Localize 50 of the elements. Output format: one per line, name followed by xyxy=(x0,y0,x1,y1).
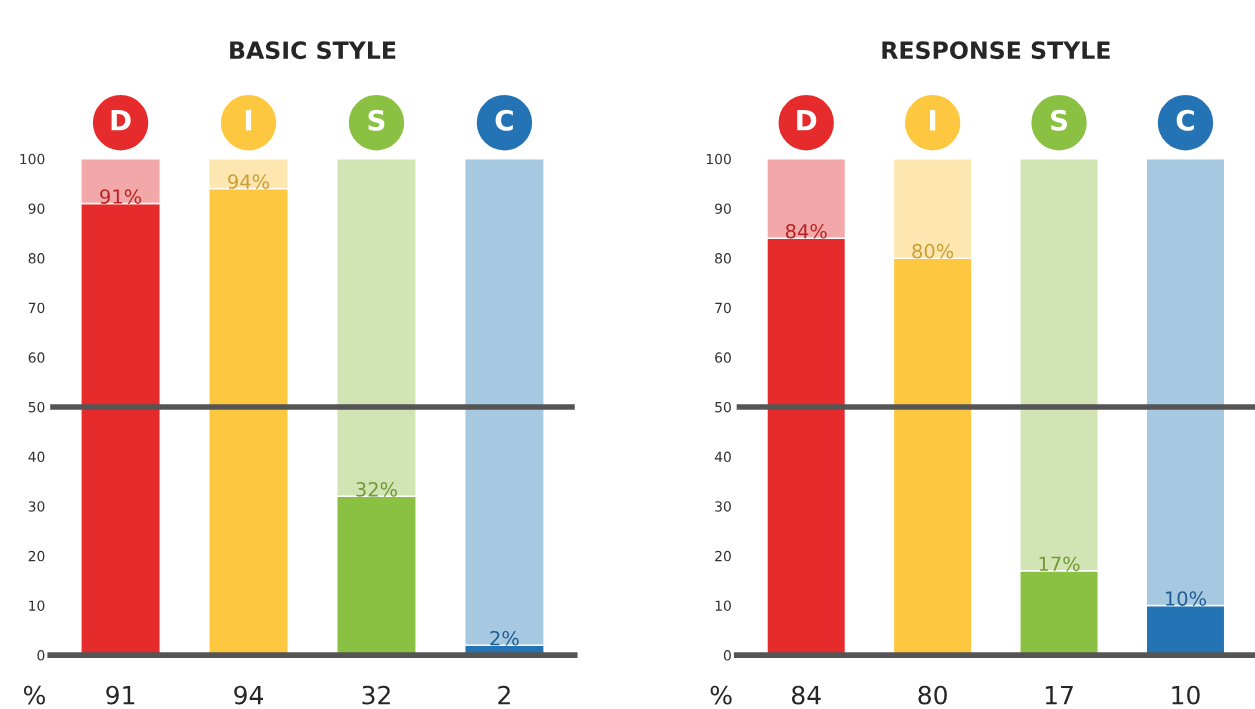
y-tick-label: 30 xyxy=(28,501,45,512)
y-tick-label: 90 xyxy=(28,203,45,214)
y-tick-label: 90 xyxy=(715,203,731,214)
y-tick-label: 20 xyxy=(28,550,45,562)
data-label: 32% xyxy=(356,481,398,497)
y-tick-label: 40 xyxy=(28,451,45,463)
y-tick-label: 80 xyxy=(28,253,45,264)
x-tick-label: S xyxy=(1051,109,1068,131)
text: 91 xyxy=(106,685,135,705)
y-tick-label: 20 xyxy=(715,550,731,562)
text: 32 xyxy=(362,685,390,705)
data-label: 2% xyxy=(490,630,519,646)
y-tick-label: 40 xyxy=(714,451,731,463)
data-label: 91% xyxy=(100,189,142,204)
chart-title: BASIC STYLE xyxy=(230,41,396,60)
y-tick-label: 0 xyxy=(723,650,731,661)
x-tick-label: C xyxy=(495,109,513,131)
x-tick-label: I xyxy=(245,110,252,131)
y-tick-label: 60 xyxy=(715,352,731,363)
data-label: 80% xyxy=(912,243,954,259)
y-tick-label: 70 xyxy=(715,302,731,314)
x-tick-label: C xyxy=(1176,109,1194,131)
text: 94 xyxy=(234,685,264,705)
y-tick-label: 30 xyxy=(715,501,731,512)
x-tick-label: D xyxy=(797,110,817,131)
x-tick-label: S xyxy=(368,109,385,131)
y-tick-label: 0 xyxy=(37,650,45,661)
y-tick-label: 100 xyxy=(20,153,45,165)
chart-title: RESPONSE STYLE xyxy=(882,41,1110,60)
x-tick-label: D xyxy=(111,110,131,131)
data-label: 10% xyxy=(1166,591,1207,606)
text: 10 xyxy=(1172,685,1200,705)
x-tick-label: I xyxy=(930,110,936,131)
text: % xyxy=(23,685,45,705)
data-label: 94% xyxy=(228,174,270,189)
data-label: 17% xyxy=(1039,556,1080,572)
y-tick-label: 50 xyxy=(715,401,731,413)
y-tick-label: 10 xyxy=(715,600,731,611)
text: 80 xyxy=(918,685,947,705)
text: 2 xyxy=(498,685,510,705)
data-label: 84% xyxy=(785,223,827,239)
y-tick-label: 50 xyxy=(28,401,45,413)
y-tick-label: 100 xyxy=(706,153,731,165)
y-tick-label: 10 xyxy=(29,600,45,611)
text: 17 xyxy=(1045,685,1073,705)
text: % xyxy=(710,685,732,705)
y-tick-label: 60 xyxy=(28,352,45,363)
y-tick-label: 70 xyxy=(28,302,45,314)
y-tick-label: 80 xyxy=(715,253,731,264)
text: 84 xyxy=(792,685,821,705)
